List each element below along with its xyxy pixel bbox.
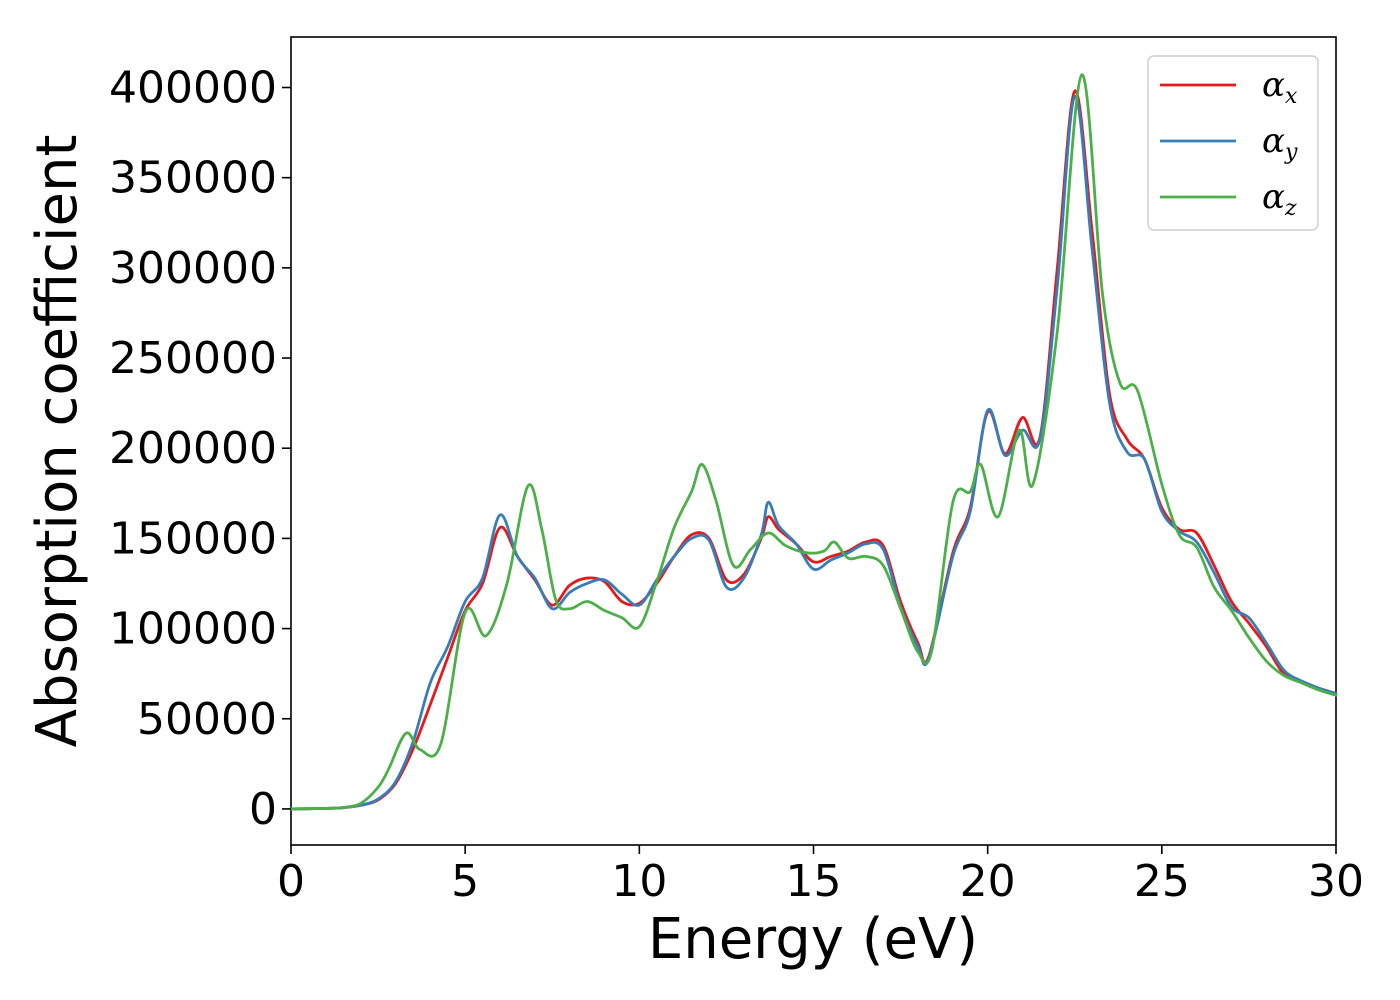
x-tick-label: 15 (786, 856, 842, 907)
y-axis-ticks: 0 50000 100000 150000 200000 250000 300000 3500… (109, 63, 291, 835)
series-line-y (289, 95, 1338, 811)
x-tick-label: 10 (611, 856, 667, 907)
y-tick-label: 400000 (109, 63, 277, 114)
legend-box (1147, 55, 1319, 231)
x-tick-label: 5 (451, 856, 479, 907)
y-tick-label: 0 (249, 784, 277, 835)
y-tick-label: 150000 (109, 513, 277, 564)
y-tick-label: 350000 (109, 153, 277, 204)
y-tick-label: 250000 (109, 333, 277, 384)
y-tick-label: 100000 (109, 604, 277, 655)
y-tick-label: 300000 (109, 243, 277, 294)
series-layer (289, 73, 1338, 811)
y-tick-label: 200000 (109, 423, 277, 474)
x-tick-label: 25 (1134, 856, 1190, 907)
y-tick-label: 50000 (137, 694, 277, 745)
x-tick-label: 20 (960, 856, 1016, 907)
y-axis-title: Absorption coefficient (25, 135, 90, 748)
series-line-z (289, 73, 1338, 811)
x-axis-ticks: 0 5 10 15 20 25 30 (277, 845, 1364, 907)
x-axis-title: Energy (eV) (648, 907, 978, 972)
x-tick-label: 30 (1308, 856, 1364, 907)
x-tick-label: 0 (277, 856, 305, 907)
